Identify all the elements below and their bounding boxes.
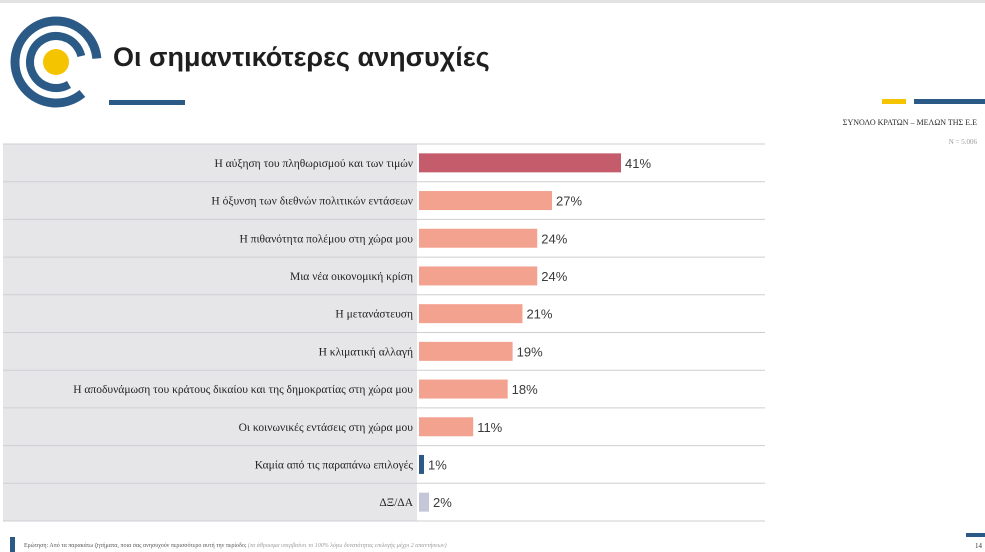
accent-blue-bar	[914, 99, 985, 104]
value-label: 24%	[541, 231, 567, 246]
accent-yellow-bar	[882, 99, 906, 104]
bar	[419, 304, 523, 324]
bar	[419, 341, 513, 361]
footer-accent-bar-right	[966, 533, 985, 537]
bar	[419, 191, 553, 211]
sample-size: N = 5.006	[948, 138, 977, 146]
bar	[419, 266, 538, 286]
page-title: Οι σημαντικότερες ανησυχίες	[113, 42, 490, 72]
footnote: Ερώτηση: Από τα παρακάτω ζητήματα, ποια …	[24, 543, 447, 549]
category-label: ΔΞ/ΔΑ	[379, 497, 413, 509]
category-label: Η αύξηση του πληθωρισμού και των τιμών	[214, 158, 413, 170]
value-label: 1%	[428, 457, 447, 472]
value-label: 21%	[526, 307, 552, 322]
bar	[419, 153, 621, 173]
logo-target-icon	[10, 16, 102, 108]
top-border	[0, 0, 985, 3]
category-label: Η πιθανότητα πολέμου στη χώρα μου	[239, 233, 413, 245]
category-label: Οι κοινωνικές εντάσεις στη χώρα μου	[239, 422, 414, 434]
value-label: 27%	[556, 194, 582, 209]
category-label: Η κλιματική αλλαγή	[319, 346, 413, 358]
category-label: Η μετανάστευση	[335, 309, 413, 321]
bar	[419, 379, 508, 399]
category-label: Μια νέα οικονομική κρίση	[290, 271, 413, 283]
footnote-question: Ερώτηση: Από τα παρακάτω ζητήματα, ποια …	[24, 543, 247, 549]
value-label: 18%	[512, 382, 538, 397]
footer-accent-bar	[10, 537, 15, 552]
chart-subtitle: ΣΥΝΟΛΟ ΚΡΑΤΩΝ – ΜΕΛΩΝ ΤΗΣ Ε.Ε	[842, 118, 977, 127]
value-label: 11%	[477, 420, 502, 435]
bar	[419, 454, 424, 474]
footnote-note: (τα άθροισμα υπερβαίνει το 100% λόγω δυν…	[248, 543, 447, 549]
value-label: 19%	[517, 344, 543, 359]
bar	[419, 492, 429, 512]
value-label: 41%	[625, 156, 651, 171]
category-label: Η όξυνση των διεθνών πολιτικών εντάσεων	[211, 196, 413, 208]
bar	[419, 417, 474, 437]
value-label: 24%	[541, 269, 567, 284]
page-number: 14	[975, 542, 982, 550]
category-label: Καμία από τις παραπάνω επιλογές	[255, 459, 414, 471]
value-label: 2%	[433, 495, 452, 510]
title-underline	[109, 100, 185, 105]
bar	[419, 228, 538, 248]
category-label: Η αποδυνάμωση του κράτους δικαίου και τη…	[73, 384, 413, 396]
